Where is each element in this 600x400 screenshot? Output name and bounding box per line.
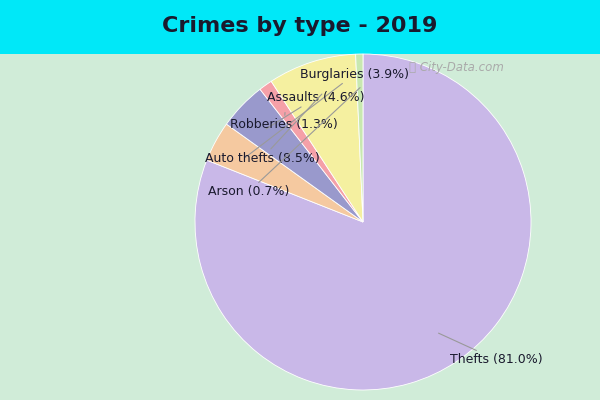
Text: ⓘ City-Data.com: ⓘ City-Data.com <box>409 62 503 74</box>
Text: Thefts (81.0%): Thefts (81.0%) <box>439 333 543 366</box>
Wedge shape <box>207 124 363 222</box>
Text: Burglaries (3.9%): Burglaries (3.9%) <box>245 68 409 158</box>
Wedge shape <box>271 54 363 222</box>
Wedge shape <box>226 89 363 222</box>
Text: Crimes by type - 2019: Crimes by type - 2019 <box>163 16 437 36</box>
Wedge shape <box>260 81 363 222</box>
Wedge shape <box>195 54 531 390</box>
Text: Auto thefts (8.5%): Auto thefts (8.5%) <box>205 94 322 165</box>
Text: Assaults (4.6%): Assaults (4.6%) <box>266 91 365 129</box>
Wedge shape <box>356 54 363 222</box>
Text: Arson (0.7%): Arson (0.7%) <box>208 88 360 198</box>
Text: Robberies (1.3%): Robberies (1.3%) <box>230 112 338 131</box>
